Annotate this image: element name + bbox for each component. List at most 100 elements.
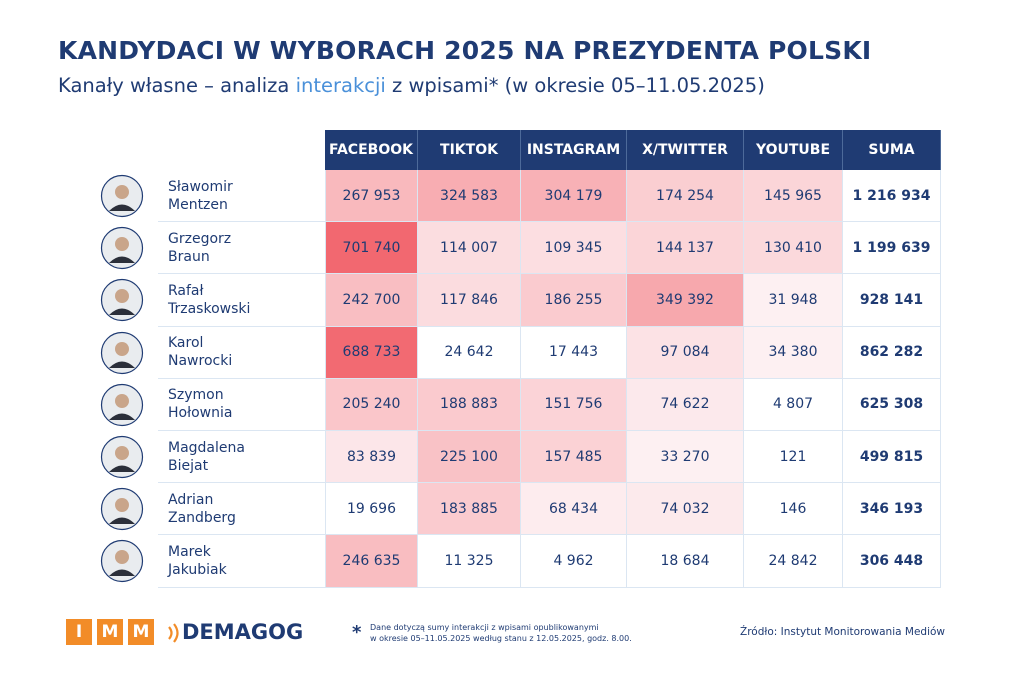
value-cell: 267 953 [325,170,418,223]
value-cell: 242 700 [325,274,418,327]
sum-cell: 306 448 [843,535,941,588]
value-cell: 74 032 [627,483,744,536]
value-cell: 174 254 [627,170,744,223]
candidate-name: Adrian Zandberg [158,483,325,536]
candidate-name: Marek Jakubiak [158,535,325,588]
logo-letter: I [66,619,92,645]
value-cell: 24 842 [744,535,843,588]
value-cell: 19 696 [325,483,418,536]
value-cell: 144 137 [627,222,744,275]
value-cell: 11 325 [418,535,521,588]
value-cell: 114 007 [418,222,521,275]
candidate-name: Szymon Hołownia [158,379,325,431]
value-cell: 130 410 [744,222,843,275]
sum-cell: 625 308 [843,378,941,431]
name-line: Szymon [168,387,224,404]
value-cell: 246 635 [325,535,418,588]
subtitle-part: Kanały własne – analiza [58,74,296,97]
value-cell: 349 392 [627,274,744,327]
value-cell: 145 965 [744,170,843,223]
value-cell: 68 434 [521,483,627,536]
name-line: Grzegorz [168,230,232,247]
value-cell: 34 380 [744,326,843,379]
logo-icon [168,623,179,643]
column-header: TIKTOK [418,130,521,170]
value-cell: 17 443 [521,326,627,379]
name-line: Braun [168,248,210,265]
value-cell: 701 740 [325,222,418,275]
source: Źródło: Instytut Monitorowania Mediów [740,626,946,638]
sum-cell: 1 216 934 [843,170,941,223]
value-cell: 74 622 [627,378,744,431]
name-line: Nawrocki [168,353,233,370]
value-cell: 83 839 [325,431,418,484]
value-cell: 4 962 [521,535,627,588]
name-line: Sławomir [168,178,233,195]
name-line: Trzaskowski [168,300,251,317]
column-header: FACEBOOK [325,130,418,170]
column-header: INSTAGRAM [521,130,627,170]
sum-cell: 499 815 [843,431,941,484]
value-cell: 225 100 [418,431,521,484]
subtitle-part: z wpisami* (w okresie 05–11.05.2025) [385,74,765,97]
avatar [100,174,144,218]
sum-cell: 1 199 639 [843,222,941,275]
note-star: * [352,622,362,643]
candidate-name: Grzegorz Braun [158,222,325,275]
title: KANDYDACI W WYBORACH 2025 NA PREZYDENTA … [58,36,872,65]
subtitle: Kanały własne – analiza interakcji z wpi… [58,74,765,97]
name-line: Jakubiak [168,561,227,578]
value-cell: 24 642 [418,326,521,379]
candidate-name: Magdalena Biejat [158,431,325,484]
logo-demagog: DEMAGOG [182,620,304,644]
name-line: Karol [168,335,204,352]
column-header: SUMA [843,130,941,170]
name-line: Marek [168,543,211,560]
name-line: Hołownia [168,405,233,422]
value-cell: 117 846 [418,274,521,327]
value-cell: 304 179 [521,170,627,223]
value-cell: 205 240 [325,378,418,431]
value-cell: 188 883 [418,378,521,431]
value-cell: 31 948 [744,274,843,327]
avatar [100,331,144,374]
note-line: Dane dotyczą sumy interakcji z wpisami o… [370,623,599,632]
logo-letter: M [97,619,123,645]
name-line: Adrian [168,491,214,508]
value-cell: 121 [744,431,843,484]
column-header: YOUTUBE [744,130,843,170]
sum-cell: 862 282 [843,326,941,379]
sum-cell: 928 141 [843,274,941,327]
value-cell: 18 684 [627,535,744,588]
value-cell: 109 345 [521,222,627,275]
name-line: Zandberg [168,509,236,526]
value-cell: 157 485 [521,431,627,484]
avatar [100,488,144,531]
avatar [100,279,144,322]
value-cell: 151 756 [521,378,627,431]
name-line: Rafał [168,282,204,299]
logo-letter: M [128,619,154,645]
note-line: w okresie 05–11.05.2025 według stanu z 1… [370,634,632,643]
value-cell: 183 885 [418,483,521,536]
value-cell: 146 [744,483,843,536]
avatar [100,227,144,270]
candidate-name: Karol Nawrocki [158,327,325,379]
avatar [100,383,144,426]
value-cell: 33 270 [627,431,744,484]
value-cell: 324 583 [418,170,521,223]
candidate-name: Sławomir Mentzen [158,170,325,223]
value-cell: 97 084 [627,326,744,379]
name-line: Magdalena [168,439,245,456]
name-line: Mentzen [168,196,228,213]
candidate-name: Rafał Trzaskowski [158,274,325,327]
subtitle-highlight: interakcji [295,74,386,97]
avatar [100,435,144,479]
value-cell: 186 255 [521,274,627,327]
column-header: X/TWITTER [627,130,744,170]
avatar [100,540,144,583]
value-cell: 688 733 [325,326,418,379]
value-cell: 4 807 [744,378,843,431]
sum-cell: 346 193 [843,483,941,536]
